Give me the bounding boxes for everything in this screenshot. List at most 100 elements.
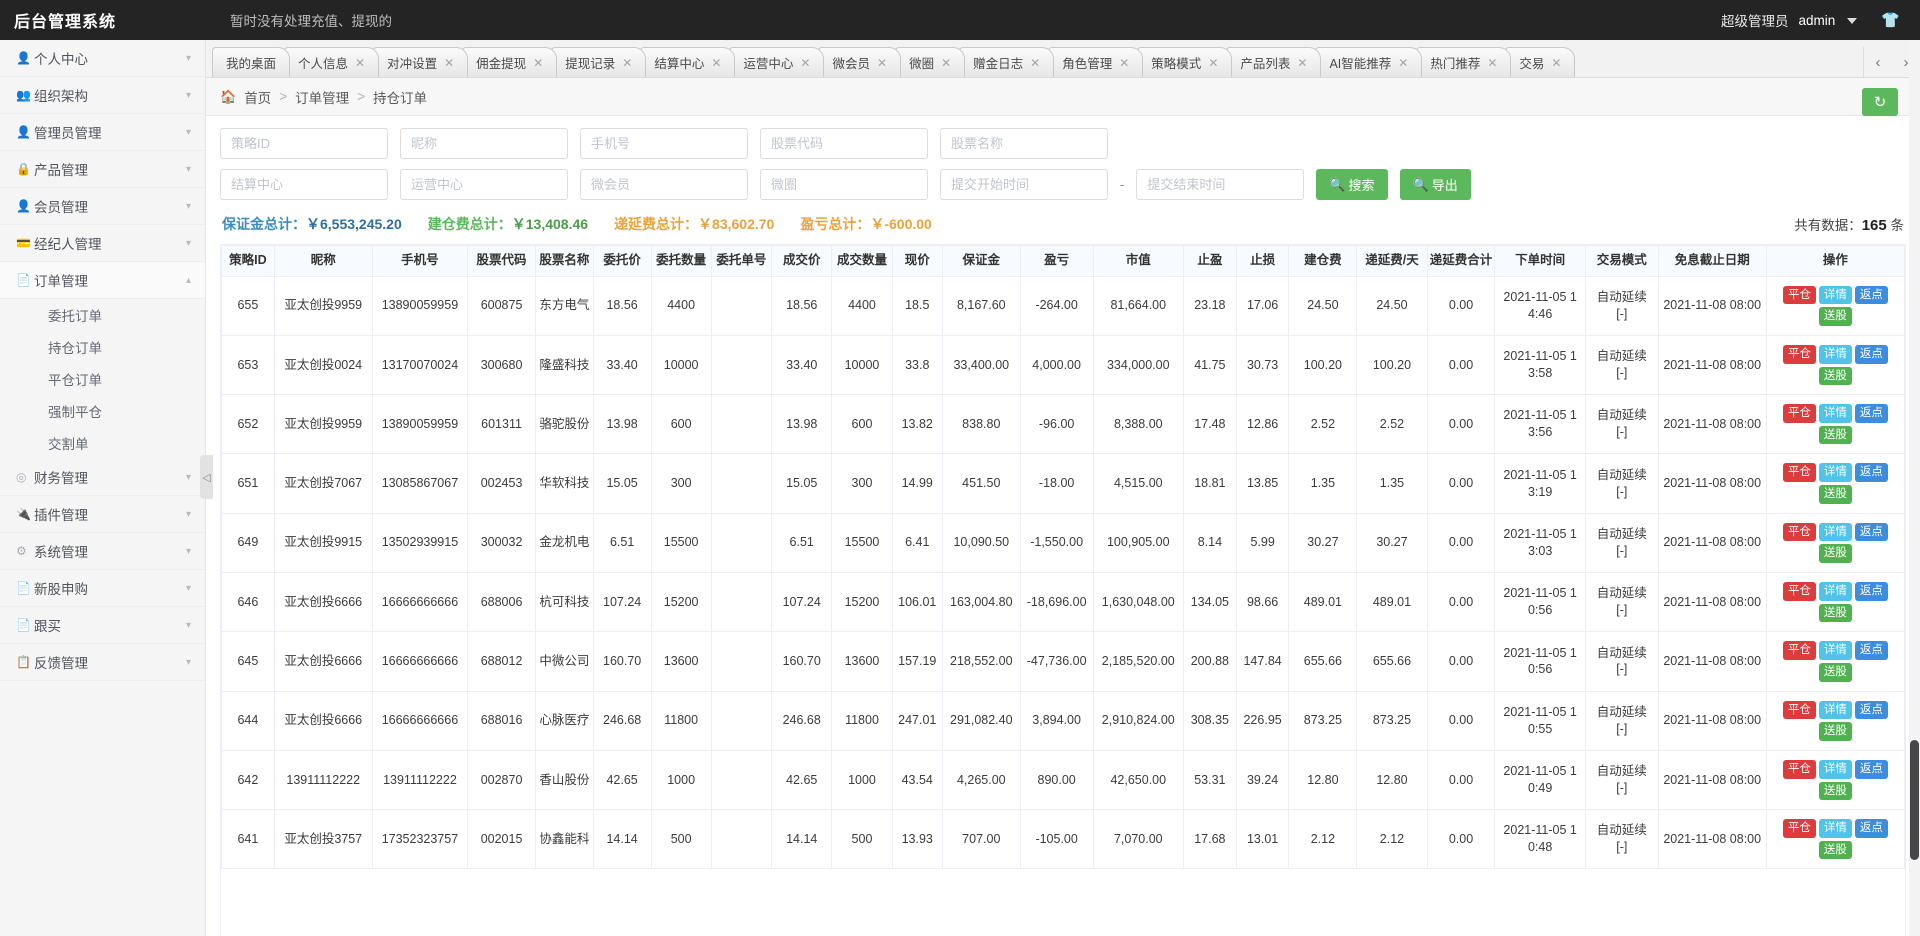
tab-11[interactable]: 策略模式✕ — [1137, 47, 1232, 77]
close-icon[interactable]: ✕ — [1119, 56, 1129, 70]
tab-15[interactable]: 交易✕ — [1505, 47, 1575, 77]
action-button-返点[interactable]: 返点 — [1855, 286, 1888, 305]
table-row[interactable]: 651亚太创投706713085867067002453华软科技15.05300… — [222, 454, 1905, 513]
chevron-down-icon[interactable]: ▾ — [186, 472, 191, 483]
table-row[interactable]: 646亚太创投666616666666666688006杭可科技107.2415… — [222, 573, 1905, 632]
sidebar-subitem-2[interactable]: 平仓订单 — [0, 363, 205, 395]
close-icon[interactable]: ✕ — [1030, 56, 1040, 70]
chevron-down-icon[interactable]: ▾ — [186, 201, 191, 212]
nickname-input[interactable] — [400, 128, 568, 159]
table-row[interactable]: 644亚太创投666616666666666688016心脉医疗246.6811… — [222, 691, 1905, 750]
chevron-down-icon[interactable]: ▾ — [186, 238, 191, 249]
chevron-down-icon[interactable]: ▾ — [186, 53, 191, 64]
action-button-送股[interactable]: 送股 — [1819, 367, 1852, 386]
action-button-平仓[interactable]: 平仓 — [1783, 582, 1816, 601]
action-button-详情[interactable]: 详情 — [1819, 582, 1852, 601]
breadcrumb-item-holding-orders[interactable]: 持仓订单 — [373, 87, 427, 107]
home-icon[interactable]: 🏠 — [220, 89, 236, 105]
action-button-送股[interactable]: 送股 — [1819, 722, 1852, 741]
action-button-平仓[interactable]: 平仓 — [1783, 701, 1816, 720]
action-button-返点[interactable]: 返点 — [1855, 582, 1888, 601]
sidebar-item-b5[interactable]: 📋反馈管理▾ — [0, 644, 205, 681]
sidebar-item-6[interactable]: 📄订单管理▴ — [0, 262, 205, 299]
chevron-down-icon[interactable]: ▾ — [186, 657, 191, 668]
action-button-送股[interactable]: 送股 — [1819, 782, 1852, 801]
search-button[interactable]: 🔍 搜索 — [1316, 169, 1387, 200]
sidebar-collapse-toggle[interactable]: ◁ — [200, 455, 213, 499]
action-button-返点[interactable]: 返点 — [1855, 345, 1888, 364]
action-button-详情[interactable]: 详情 — [1819, 760, 1852, 779]
action-button-送股[interactable]: 送股 — [1819, 426, 1852, 445]
stock-name-input[interactable] — [940, 128, 1108, 159]
close-icon[interactable]: ✕ — [877, 56, 887, 70]
chevron-down-icon[interactable]: ▾ — [186, 509, 191, 520]
action-button-平仓[interactable]: 平仓 — [1783, 819, 1816, 838]
end-date-input[interactable] — [1136, 169, 1304, 200]
operation-center-input[interactable] — [400, 169, 568, 200]
action-button-返点[interactable]: 返点 — [1855, 523, 1888, 542]
action-button-送股[interactable]: 送股 — [1819, 485, 1852, 504]
micro-member-input[interactable] — [580, 169, 748, 200]
tab-8[interactable]: 微圈✕ — [895, 47, 965, 77]
tab-9[interactable]: 赠金日志✕ — [959, 47, 1054, 77]
action-button-平仓[interactable]: 平仓 — [1783, 760, 1816, 779]
sidebar-subitem-4[interactable]: 交割单 — [0, 427, 205, 459]
chevron-down-icon[interactable] — [1847, 18, 1857, 24]
chevron-down-icon[interactable]: ▾ — [186, 90, 191, 101]
tab-12[interactable]: 产品列表✕ — [1226, 47, 1321, 77]
sidebar-item-0[interactable]: 👤个人中心▾ — [0, 40, 205, 77]
action-button-平仓[interactable]: 平仓 — [1783, 404, 1816, 423]
breadcrumb-item-home[interactable]: 首页 — [244, 87, 271, 107]
sidebar-subitem-1[interactable]: 持仓订单 — [0, 331, 205, 363]
tab-5[interactable]: 结算中心✕ — [640, 47, 735, 77]
action-button-送股[interactable]: 送股 — [1819, 841, 1852, 860]
table-row[interactable]: 655亚太创投995913890059959600875东方电气18.56440… — [222, 276, 1905, 335]
action-button-送股[interactable]: 送股 — [1819, 307, 1852, 326]
action-button-详情[interactable]: 详情 — [1819, 463, 1852, 482]
tab-7[interactable]: 微会员✕ — [818, 47, 901, 77]
table-row[interactable]: 653亚太创投002413170070024300680隆盛科技33.40100… — [222, 335, 1905, 394]
start-date-input[interactable] — [940, 169, 1108, 200]
sidebar-item-3[interactable]: 🔒产品管理▾ — [0, 151, 205, 188]
action-button-平仓[interactable]: 平仓 — [1783, 463, 1816, 482]
action-button-平仓[interactable]: 平仓 — [1783, 345, 1816, 364]
chevron-down-icon[interactable]: ▾ — [186, 127, 191, 138]
tab-13[interactable]: AI智能推荐✕ — [1315, 47, 1422, 77]
tab-0[interactable]: 我的桌面 — [212, 47, 290, 77]
action-button-平仓[interactable]: 平仓 — [1783, 523, 1816, 542]
phone-input[interactable] — [580, 128, 748, 159]
table-row[interactable]: 6421391111222213911112222002870香山股份42.65… — [222, 750, 1905, 809]
action-button-返点[interactable]: 返点 — [1855, 760, 1888, 779]
close-icon[interactable]: ✕ — [533, 56, 543, 70]
action-button-详情[interactable]: 详情 — [1819, 819, 1852, 838]
settlement-center-input[interactable] — [220, 169, 388, 200]
close-icon[interactable]: ✕ — [941, 56, 951, 70]
close-icon[interactable]: ✕ — [622, 56, 632, 70]
action-button-送股[interactable]: 送股 — [1819, 544, 1852, 563]
page-scrollbar[interactable] — [1909, 40, 1920, 936]
action-button-详情[interactable]: 详情 — [1819, 523, 1852, 542]
tab-scroll-prev-icon[interactable]: ‹ — [1864, 47, 1892, 77]
action-button-详情[interactable]: 详情 — [1819, 701, 1852, 720]
action-button-返点[interactable]: 返点 — [1855, 404, 1888, 423]
close-icon[interactable]: ✕ — [1297, 56, 1307, 70]
close-icon[interactable]: ✕ — [711, 56, 721, 70]
action-button-返点[interactable]: 返点 — [1855, 641, 1888, 660]
sidebar-item-b3[interactable]: 📄新股申购▾ — [0, 570, 205, 607]
sidebar-item-2[interactable]: 👤管理员管理▾ — [0, 114, 205, 151]
sidebar-item-1[interactable]: 👥组织架构▾ — [0, 77, 205, 114]
sidebar-subitem-0[interactable]: 委托订单 — [0, 299, 205, 331]
chevron-down-icon[interactable]: ▾ — [186, 164, 191, 175]
table-row[interactable]: 641亚太创投375717352323757002015协鑫能科14.14500… — [222, 810, 1905, 869]
sidebar-subitem-3[interactable]: 强制平仓 — [0, 395, 205, 427]
action-button-返点[interactable]: 返点 — [1855, 463, 1888, 482]
action-button-返点[interactable]: 返点 — [1855, 701, 1888, 720]
sidebar-item-b4[interactable]: 📄跟买▾ — [0, 607, 205, 644]
action-button-送股[interactable]: 送股 — [1819, 663, 1852, 682]
breadcrumb-item-order-management[interactable]: 订单管理 — [295, 87, 349, 107]
tab-4[interactable]: 提现记录✕ — [551, 47, 646, 77]
strategy-id-input[interactable] — [220, 128, 388, 159]
action-button-详情[interactable]: 详情 — [1819, 404, 1852, 423]
close-icon[interactable]: ✕ — [1398, 56, 1408, 70]
chevron-up-icon[interactable]: ▴ — [186, 275, 191, 286]
